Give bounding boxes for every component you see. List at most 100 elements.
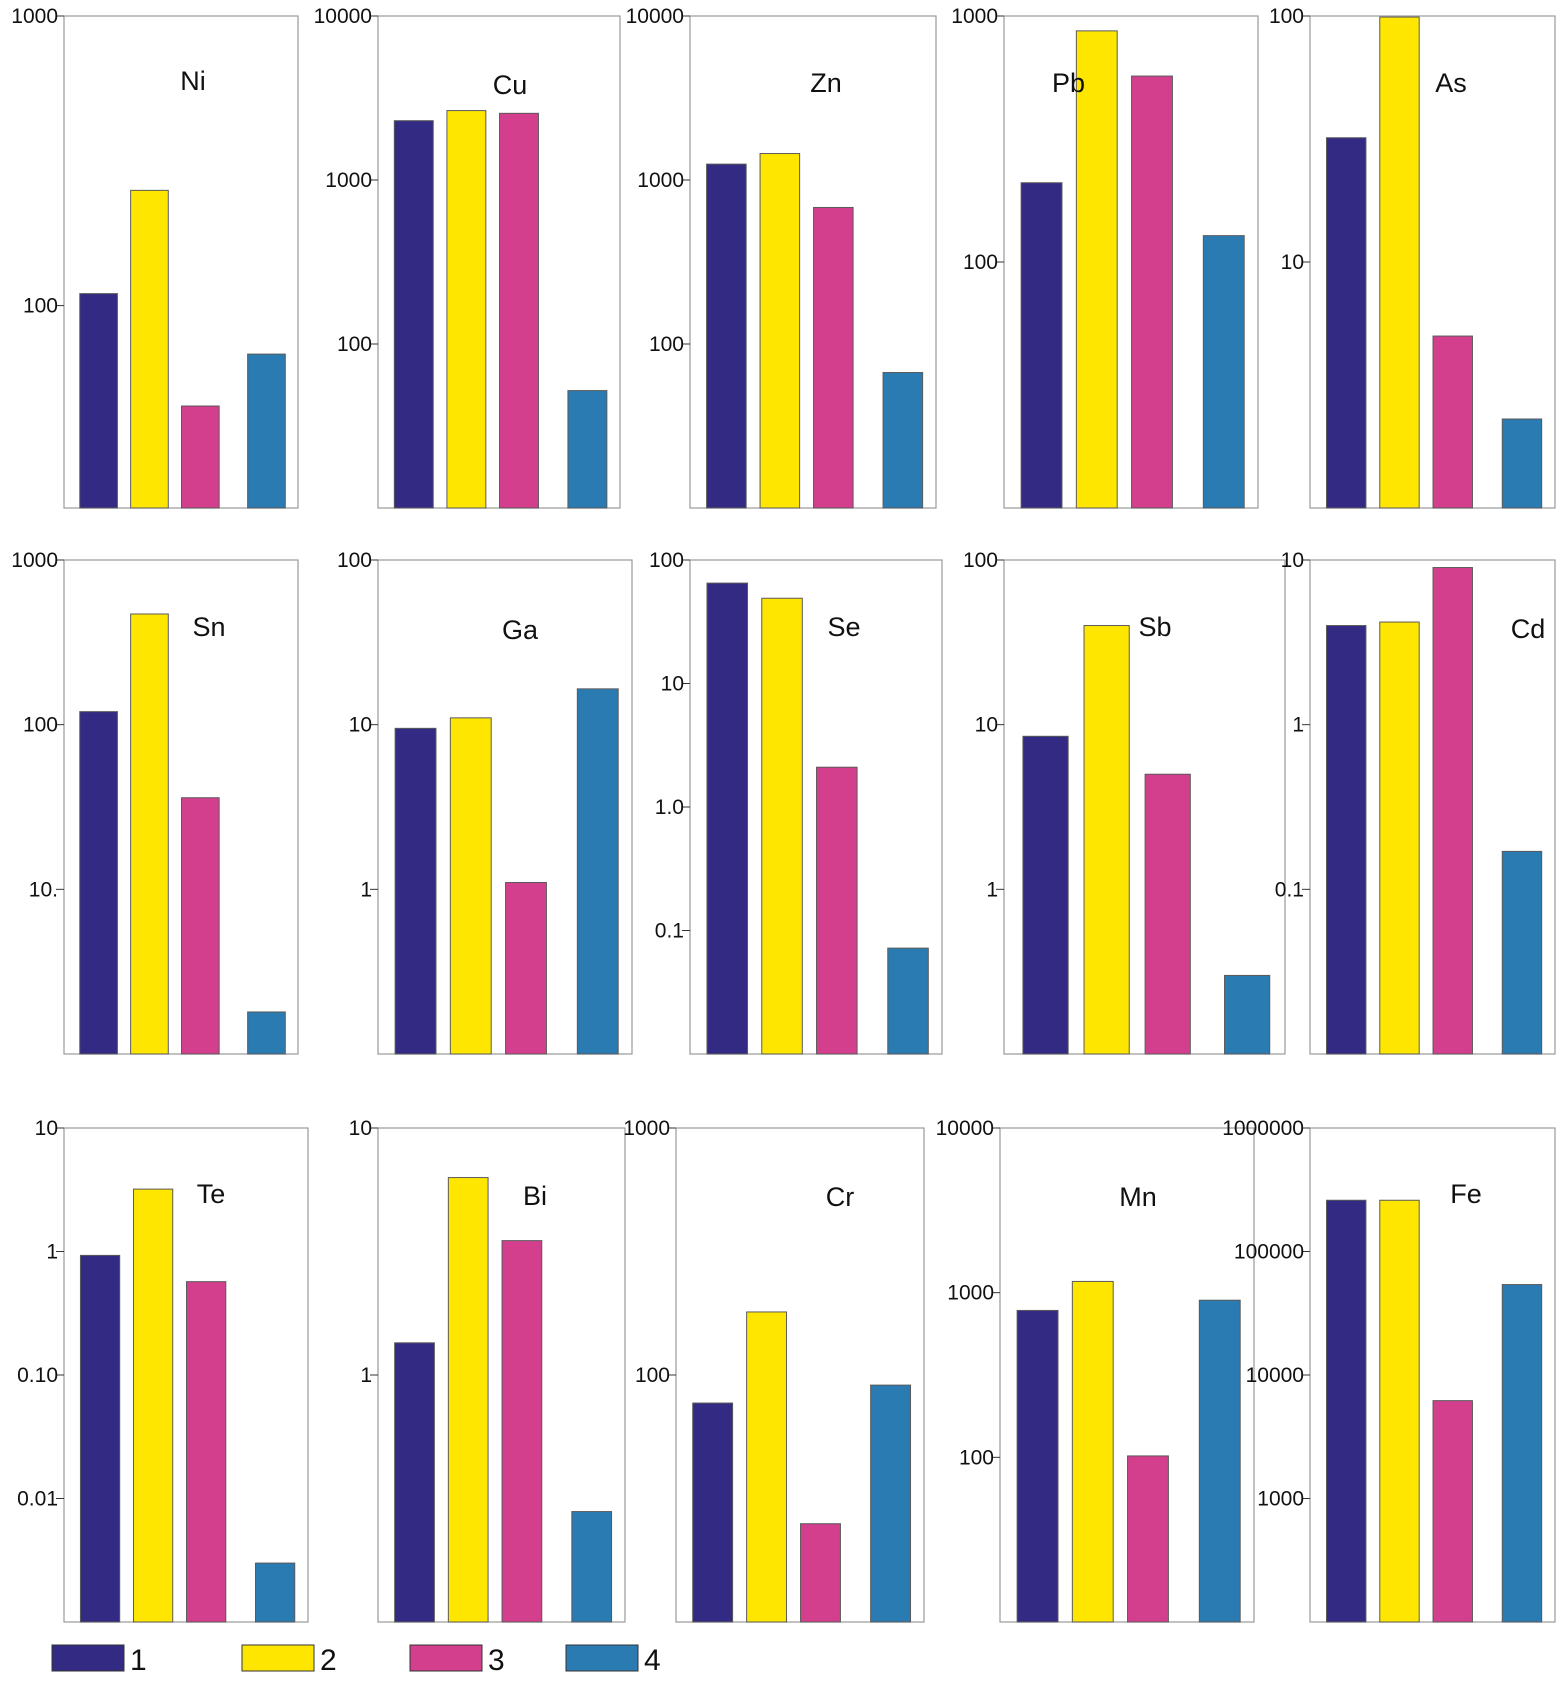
bar-mn-series-2: [1071, 1280, 1114, 1623]
bar-cd-series-1: [1326, 625, 1367, 1055]
y-tick-label: 1000: [623, 1117, 670, 1140]
y-tick-label: 0.10: [17, 1364, 58, 1387]
panel-title: Sn: [192, 612, 225, 642]
legend: 1 2 3 4: [51, 1644, 661, 1677]
y-tick-label: 10: [349, 1117, 372, 1140]
bar-cr-series-2: [746, 1311, 788, 1623]
bar-as-series-2: [1379, 16, 1420, 509]
bar-cu-series-3: [499, 112, 539, 509]
panel-title: As: [1435, 68, 1467, 98]
y-tick-label: 1: [986, 878, 998, 901]
y-tick-label: 0.01: [17, 1488, 58, 1511]
bar-sn-series-2: [130, 613, 169, 1055]
bar-cr-series-3: [800, 1523, 841, 1623]
bar-fe-series-3: [1432, 1400, 1473, 1623]
bar-ni-series-4: [247, 353, 286, 509]
y-tick-label: 1: [46, 1241, 58, 1264]
panel-title: Cu: [493, 70, 528, 100]
panel-ni: 100 1000 Ni: [11, 5, 299, 509]
legend-swatch-4: [565, 1644, 639, 1672]
bar-ga-series-3: [505, 882, 547, 1055]
y-tick-label: 100: [959, 1446, 994, 1469]
bar-te-series-3: [186, 1281, 227, 1623]
legend-label-1: 1: [130, 1644, 147, 1677]
bar-pb-series-3: [1131, 75, 1173, 509]
y-tick-label: 100: [963, 251, 998, 274]
bar-cd-series-4: [1501, 850, 1543, 1055]
panel-title: Cr: [826, 1182, 855, 1212]
legend-swatch-2: [241, 1644, 315, 1672]
panel-mn: 100 1000 10000 Mn: [936, 1117, 1255, 1623]
panel-ga: 1 10 100 Ga: [337, 549, 633, 1055]
bar-zn-series-4: [882, 372, 924, 509]
y-tick-label: 100: [963, 549, 998, 572]
y-tick-label: 100: [649, 549, 684, 572]
panel-te: 0.01 0.10 1 10 Te: [17, 1117, 309, 1623]
panel-zn: 100 1000 10000 Zn: [626, 5, 937, 509]
y-tick-label: 100: [635, 1364, 670, 1387]
bar-cr-series-4: [870, 1384, 912, 1623]
y-tick-label: 10: [349, 714, 372, 737]
bar-cr-series-1: [692, 1402, 734, 1623]
y-tick-label: 10000: [936, 1117, 994, 1140]
panel-cd: 0.1 1 10 Cd: [1275, 549, 1556, 1055]
bar-zn-series-2: [759, 153, 801, 509]
bar-se-series-2: [761, 597, 803, 1055]
panel-title: Ni: [180, 66, 206, 96]
panel-title: Mn: [1119, 1182, 1157, 1212]
y-tick-label: 1: [360, 878, 372, 901]
bar-as-series-1: [1326, 137, 1367, 509]
panel-title: Pb: [1052, 68, 1085, 98]
bar-mn-series-4: [1198, 1299, 1241, 1623]
bar-fe-series-1: [1326, 1199, 1367, 1623]
y-tick-label: 10000: [1246, 1364, 1304, 1387]
bar-fe-series-4: [1501, 1284, 1543, 1623]
bar-te-series-1: [79, 1254, 121, 1623]
y-tick-label: 1.0: [655, 796, 684, 819]
panel-title: Bi: [523, 1181, 547, 1211]
y-tick-label: 10.: [29, 878, 58, 901]
y-tick-label: 1000: [11, 5, 58, 28]
panel-title: Te: [197, 1179, 226, 1209]
bar-ni-series-2: [130, 189, 169, 509]
bar-ga-series-2: [449, 717, 492, 1055]
bar-cd-series-3: [1432, 567, 1473, 1055]
panel-as: 10 100 As: [1269, 5, 1556, 509]
y-tick-label: 10: [35, 1117, 58, 1140]
bar-sb-series-2: [1083, 625, 1130, 1055]
bar-as-series-4: [1501, 418, 1543, 509]
bar-bi-series-1: [394, 1342, 435, 1623]
y-tick-label: 10: [1281, 251, 1304, 274]
bar-mn-series-3: [1127, 1455, 1169, 1623]
y-tick-label: 1000: [947, 1282, 994, 1305]
bar-se-series-3: [816, 766, 858, 1055]
bar-bi-series-4: [571, 1511, 613, 1623]
panel-title: Fe: [1450, 1179, 1482, 1209]
bar-se-series-1: [706, 582, 749, 1055]
bar-zn-series-3: [813, 206, 854, 509]
panel-fe: 1000 10000 100000 1000000 Fe: [1222, 1117, 1556, 1623]
bar-cd-series-2: [1379, 621, 1420, 1055]
y-tick-label: 10: [975, 714, 998, 737]
bar-te-series-4: [254, 1562, 296, 1623]
y-tick-label: 0.1: [655, 920, 684, 943]
bar-sb-series-4: [1224, 974, 1271, 1055]
y-tick-label: 100: [337, 549, 372, 572]
y-tick-label: 100: [23, 295, 58, 318]
panel-cu: 100 1000 10000 Cu: [314, 5, 621, 509]
y-tick-label: 100: [23, 714, 58, 737]
bar-sb-series-1: [1022, 735, 1069, 1055]
bar-bi-series-2: [447, 1177, 489, 1623]
y-tick-label: 0.1: [1275, 878, 1304, 901]
y-tick-label: 1: [360, 1364, 372, 1387]
legend-label-4: 4: [644, 1644, 661, 1677]
bar-fe-series-2: [1379, 1199, 1420, 1623]
y-tick-label: 1000000: [1222, 1117, 1304, 1140]
bar-te-series-2: [132, 1188, 174, 1623]
bar-cu-series-2: [446, 110, 487, 509]
bar-sn-series-4: [247, 1011, 286, 1055]
legend-label-3: 3: [488, 1644, 505, 1677]
legend-swatch-3: [409, 1644, 483, 1672]
y-tick-label: 1: [1292, 714, 1304, 737]
y-tick-label: 10000: [626, 5, 684, 28]
